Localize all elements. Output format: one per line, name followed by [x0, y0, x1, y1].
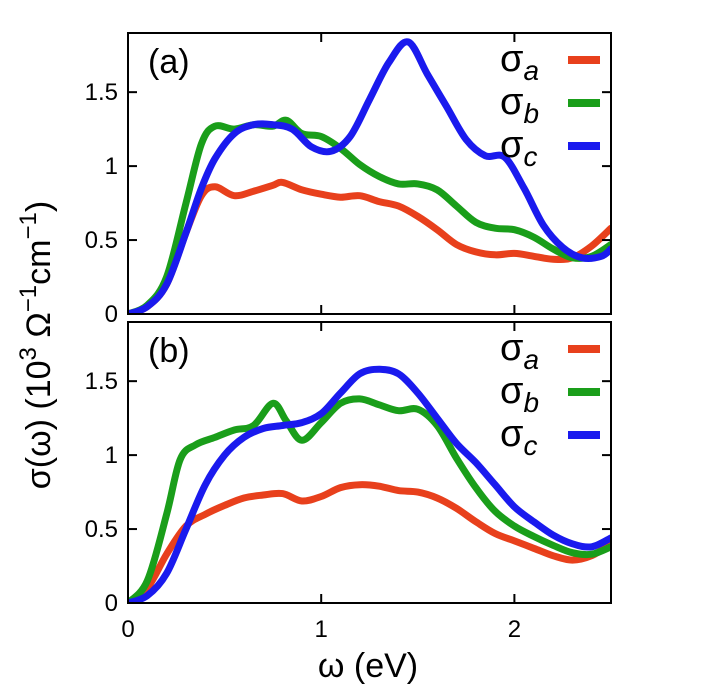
series-line-a [128, 178, 611, 314]
x-tick-label: 2 [508, 616, 521, 643]
series-line-c [128, 365, 611, 603]
legend-label-c: σc [500, 413, 537, 461]
series-line-c [128, 38, 611, 314]
y-tick-label: 1 [105, 442, 118, 469]
y-axis-title: σ(ω) (103 Ω−1cm−1) [15, 201, 58, 489]
y-tick-label: 1 [105, 153, 118, 180]
series-line-b [128, 116, 611, 314]
y-tick-label: 0.5 [85, 227, 118, 254]
plot-frame [127, 321, 612, 604]
panel-label: (a) [148, 43, 190, 81]
y-tick-label: 0.5 [85, 516, 118, 543]
series-line-b [128, 395, 611, 603]
series-lines [128, 38, 611, 314]
series-lines [128, 365, 611, 603]
legend-label-a: σa [500, 327, 539, 375]
legend-label-c: σc [500, 124, 537, 172]
plot-frame [127, 32, 612, 315]
legend-label-a: σa [500, 38, 539, 86]
x-tick-label: 1 [315, 616, 328, 643]
y-tick-label: 0 [105, 590, 118, 617]
panel-label: (b) [148, 332, 190, 370]
y-tick-label: 0 [105, 301, 118, 328]
series-line-a [128, 481, 611, 603]
x-tick-label: 0 [121, 616, 134, 643]
legend-label-b: σb [500, 81, 539, 129]
x-axis-title: ω (eV) [318, 647, 418, 685]
y-tick-label: 1.5 [85, 368, 118, 395]
y-tick-label: 1.5 [85, 79, 118, 106]
legend-label-b: σb [500, 370, 539, 418]
